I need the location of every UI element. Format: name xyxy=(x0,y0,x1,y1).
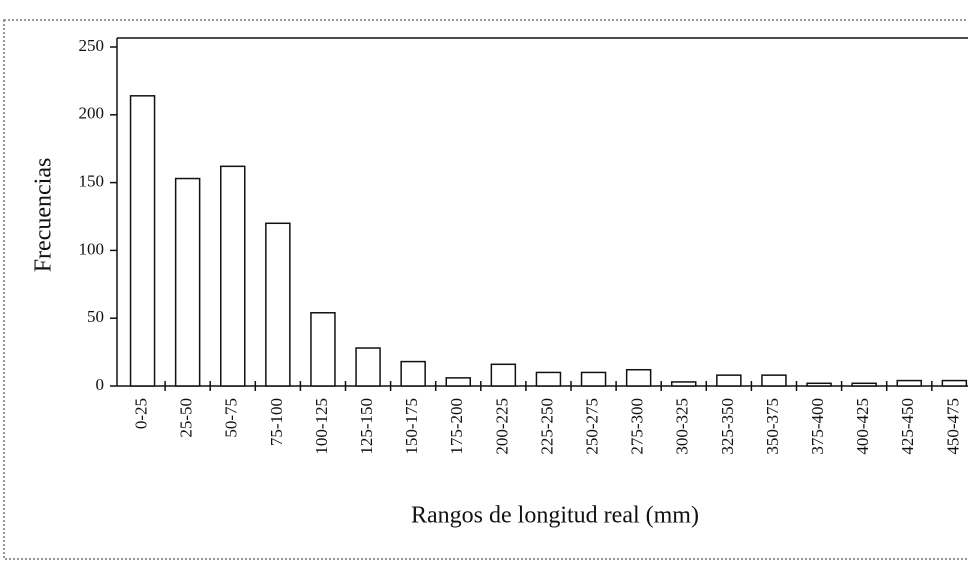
bar xyxy=(174,177,201,387)
x-tick-label: 400-425 xyxy=(853,398,872,455)
bar xyxy=(535,371,562,387)
x-tick-label: 350-375 xyxy=(763,398,782,455)
bar xyxy=(761,374,787,387)
bar xyxy=(580,371,607,387)
bar xyxy=(896,379,922,387)
x-tick-label: 225-250 xyxy=(537,398,556,455)
x-tick-label: 25-50 xyxy=(177,398,196,438)
bar xyxy=(310,312,336,387)
bar xyxy=(355,347,381,387)
bar xyxy=(716,374,742,387)
bar xyxy=(129,95,156,387)
x-axis-title: Rangos de longitud real (mm) xyxy=(411,503,699,529)
x-tick-label: 175-200 xyxy=(447,398,466,455)
bar xyxy=(625,368,652,387)
x-tick-label: 250-275 xyxy=(582,398,601,455)
bar xyxy=(265,222,291,387)
y-tick-label: 200 xyxy=(79,104,105,123)
chart-frame xyxy=(3,19,968,560)
x-tick-label: 50-75 xyxy=(222,398,241,438)
bar xyxy=(220,165,246,387)
bar xyxy=(851,382,877,387)
y-tick-label: 100 xyxy=(79,239,105,258)
x-tick-label: 375-400 xyxy=(808,398,827,455)
bar xyxy=(941,379,968,387)
bar xyxy=(671,381,697,387)
bar xyxy=(490,363,517,387)
x-tick-label: 0-25 xyxy=(131,398,150,429)
y-tick-label: 50 xyxy=(87,307,104,326)
x-tick-label: 100-125 xyxy=(312,398,331,455)
x-tick-label: 425-450 xyxy=(898,398,917,455)
x-tick-label: 125-150 xyxy=(357,398,376,455)
x-tick-label: 300-325 xyxy=(673,398,692,455)
y-tick-label: 150 xyxy=(79,172,105,191)
y-tick-label: 0 xyxy=(96,375,105,394)
x-tick-label: 325-350 xyxy=(718,398,737,455)
x-tick-label: 450-475 xyxy=(943,398,962,455)
x-tick-label: 275-300 xyxy=(628,398,647,455)
x-tick-label: 200-225 xyxy=(492,398,511,455)
y-tick-label: 250 xyxy=(79,36,105,55)
bar xyxy=(806,382,832,387)
x-tick-label: 75-100 xyxy=(267,398,286,446)
bar xyxy=(445,377,471,387)
x-tick-label: 150-175 xyxy=(402,398,421,455)
y-axis-title: Frecuencias xyxy=(31,158,57,273)
bar xyxy=(400,360,426,387)
